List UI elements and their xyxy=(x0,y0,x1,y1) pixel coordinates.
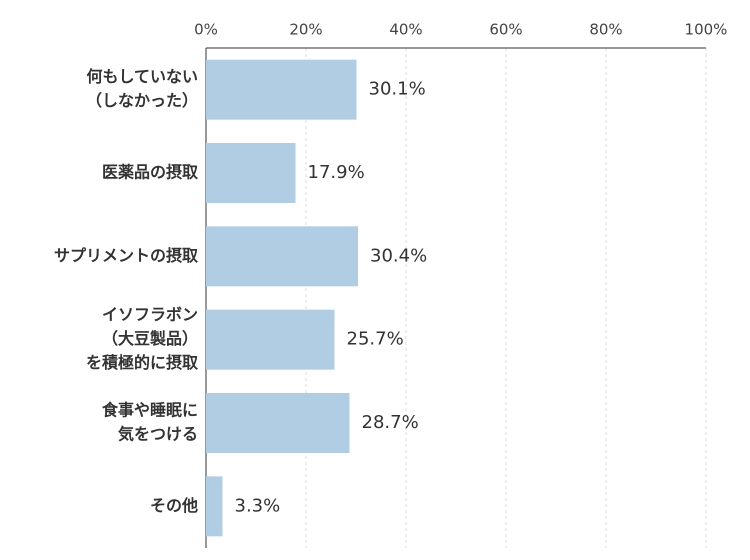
y-tick-label: イソフラボン xyxy=(102,305,198,324)
value-label: 30.4% xyxy=(370,245,427,266)
y-tick-label: 食事や睡眠に xyxy=(101,401,198,420)
bar xyxy=(206,476,223,537)
x-tick-label: 60% xyxy=(489,21,522,39)
x-tick-label: 20% xyxy=(289,21,322,39)
y-tick-label: 医薬品の摂取 xyxy=(102,163,198,182)
y-tick-label: 気をつける xyxy=(118,425,198,444)
bar xyxy=(206,226,358,287)
bar xyxy=(206,59,357,120)
bar xyxy=(206,309,335,370)
x-tick-label: 0% xyxy=(194,21,218,39)
y-tick-label: その他 xyxy=(150,496,198,515)
x-tick-label: 100% xyxy=(685,21,728,39)
value-label: 28.7% xyxy=(362,412,419,433)
y-tick-label: （しなかった） xyxy=(86,91,198,110)
x-tick-label: 80% xyxy=(589,21,622,39)
bar xyxy=(206,143,296,203)
value-label: 17.9% xyxy=(308,162,365,183)
x-tick-label: 40% xyxy=(389,21,422,39)
value-label: 3.3% xyxy=(235,495,281,516)
value-label: 25.7% xyxy=(347,329,404,350)
y-tick-label: 何もしていない xyxy=(86,67,198,86)
bar xyxy=(206,393,350,453)
value-label: 30.1% xyxy=(369,79,426,100)
y-tick-label: （大豆製品） xyxy=(102,329,198,348)
y-tick-label: を積極的に摂取 xyxy=(86,353,198,372)
y-tick-label: サプリメントの摂取 xyxy=(54,246,198,265)
